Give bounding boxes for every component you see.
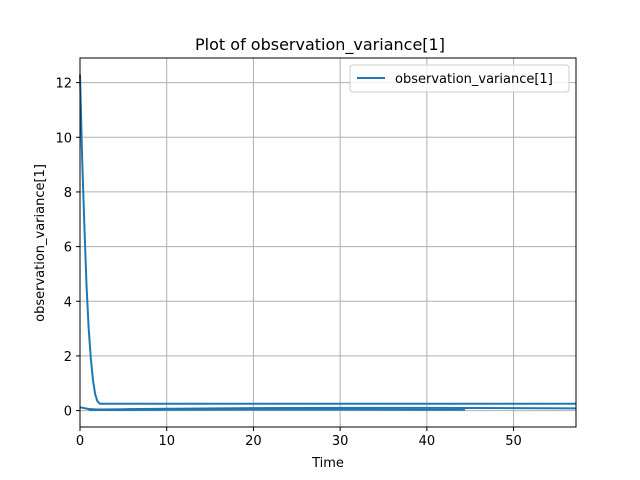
series-line [88,408,466,412]
x-tick-label: 40 [419,434,436,449]
axes-frame [79,57,577,428]
plot-area [79,74,577,412]
legend-label: observation_variance[1] [395,72,553,87]
x-tick-label: 0 [76,434,84,449]
x-tick-label: 10 [158,434,175,449]
y-tick-label: 2 [64,350,72,365]
legend: observation_variance[1] [349,64,570,93]
x-tick-label: 30 [332,434,349,449]
series-line [79,74,576,405]
y-tick-label: 10 [55,131,72,146]
y-tick-label: 8 [64,186,72,201]
legend-frame [349,64,570,93]
y-tick-label: 6 [64,241,72,256]
y-tick-label: 0 [64,405,72,420]
chart-title: Plot of observation_variance[1] [195,35,445,55]
y-axis-label: observation_variance[1] [33,164,48,322]
x-tick-label: 50 [505,434,522,449]
x-tick-label: 20 [245,434,262,449]
y-tick-label: 4 [64,295,72,310]
x-axis-label: Time [311,456,344,471]
y-tick-label: 12 [55,77,72,92]
axes: 0 10 20 30 40 50 0 2 4 6 8 10 12 [55,57,577,449]
grid [79,58,576,427]
